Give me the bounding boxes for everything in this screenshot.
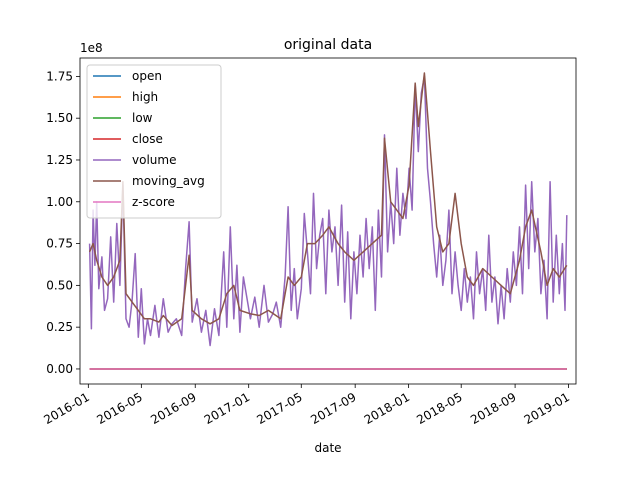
legend-label-low: low xyxy=(132,111,153,125)
y-tick-label: 0.50 xyxy=(46,278,73,292)
legend-label-close: close xyxy=(132,132,163,146)
series-line-moving-avg xyxy=(88,72,568,327)
series-line-volume xyxy=(88,75,568,347)
series-layer xyxy=(88,72,568,370)
x-axis-label: date xyxy=(314,441,341,455)
y-tick-label: 0.25 xyxy=(46,320,73,334)
legend: open high low close volume moving_avg z-score xyxy=(86,64,222,219)
y-offset-text: 1e8 xyxy=(80,41,103,55)
y-tick-label: 0.75 xyxy=(46,237,73,251)
legend-label-high: high xyxy=(132,90,158,104)
y-tick-label: 0.00 xyxy=(46,362,73,376)
chart-title: original data xyxy=(284,37,372,53)
legend-label-volume: volume xyxy=(132,153,176,167)
plot-frame xyxy=(79,57,577,385)
y-tick-label: 1.00 xyxy=(46,195,73,209)
legend-label-z-score: z-score xyxy=(132,195,175,209)
legend-label-moving-avg: moving_avg xyxy=(132,174,205,188)
y-tick-label: 1.75 xyxy=(46,69,73,83)
legend-label-open: open xyxy=(132,69,162,83)
y-tick-label: 1.25 xyxy=(46,153,73,167)
y-tick-label: 1.50 xyxy=(46,111,73,125)
y-axis: 0.00 0.25 0.50 0.75 1.00 1.25 1.50 1.75 xyxy=(46,69,80,376)
legend-box xyxy=(86,64,222,219)
